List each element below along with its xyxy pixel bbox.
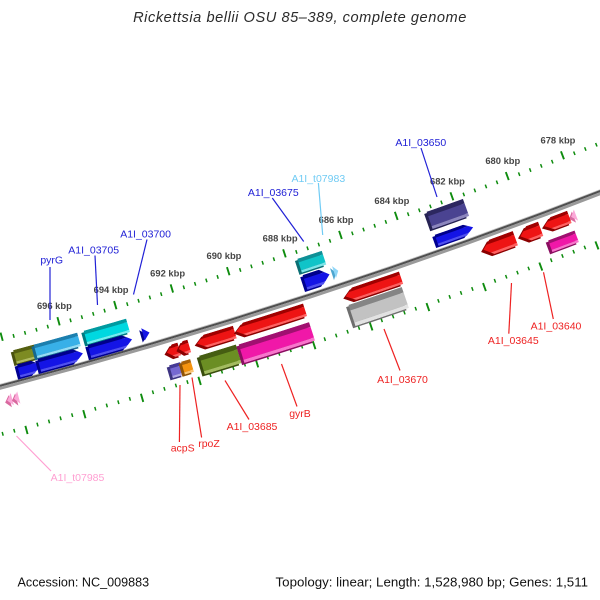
svg-text:A1I_03685: A1I_03685 <box>227 421 278 433</box>
svg-text:696 kbp: 696 kbp <box>37 300 72 311</box>
svg-text:678 kbp: 678 kbp <box>540 134 575 145</box>
svg-text:acpS: acpS <box>171 443 195 455</box>
svg-text:Rickettsia bellii OSU 85–389,: Rickettsia bellii OSU 85–389, complete g… <box>133 10 467 26</box>
svg-text:680 kbp: 680 kbp <box>485 155 520 166</box>
svg-text:rpoZ: rpoZ <box>198 438 220 450</box>
svg-text:686 kbp: 686 kbp <box>319 214 354 225</box>
svg-text:A1I_t07983: A1I_t07983 <box>291 173 345 185</box>
svg-text:682 kbp: 682 kbp <box>430 175 465 186</box>
svg-text:A1I_03675: A1I_03675 <box>248 187 299 199</box>
svg-text:A1I_03645: A1I_03645 <box>488 335 539 347</box>
svg-text:684 kbp: 684 kbp <box>374 195 409 206</box>
svg-text:A1I_03700: A1I_03700 <box>120 229 171 241</box>
svg-text:694 kbp: 694 kbp <box>94 284 129 295</box>
svg-text:Topology: linear; Length: 1,52: Topology: linear; Length: 1,528,980 bp; … <box>276 575 588 590</box>
svg-text:pyrG: pyrG <box>40 255 63 267</box>
svg-text:690 kbp: 690 kbp <box>207 250 242 261</box>
svg-text:Accession: NC_009883: Accession: NC_009883 <box>18 576 150 590</box>
svg-text:gyrB: gyrB <box>289 408 311 420</box>
svg-text:A1I_t07985: A1I_t07985 <box>51 472 105 484</box>
svg-text:A1I_03670: A1I_03670 <box>377 374 428 386</box>
svg-text:688 kbp: 688 kbp <box>263 232 298 243</box>
svg-text:692 kbp: 692 kbp <box>150 267 185 278</box>
svg-text:A1I_03650: A1I_03650 <box>395 137 446 149</box>
svg-text:A1I_03705: A1I_03705 <box>68 244 119 256</box>
svg-text:A1I_03640: A1I_03640 <box>531 321 582 333</box>
